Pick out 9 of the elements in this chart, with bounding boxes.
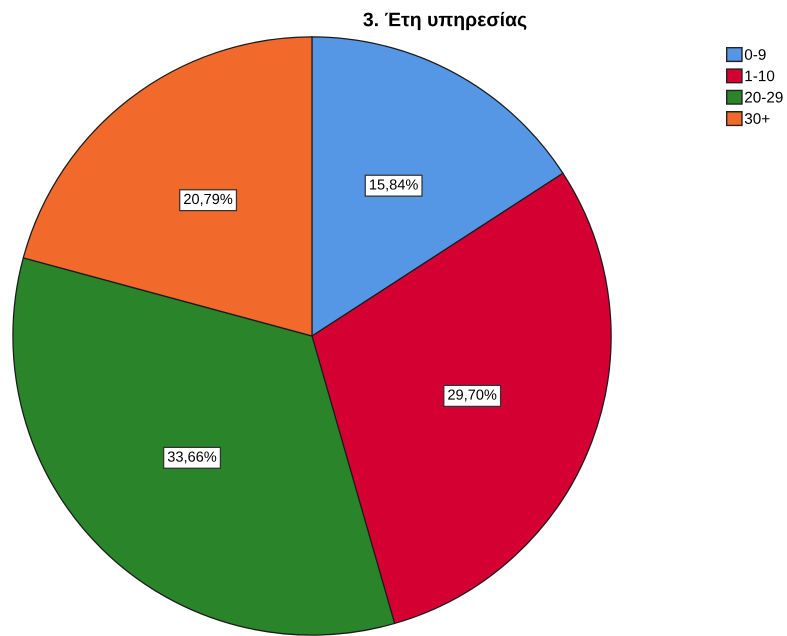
- data-label: 29,70%: [448, 389, 496, 402]
- chart-title: 3. Έτη υπηρεσίας: [363, 12, 526, 30]
- data-label: 33,66%: [168, 451, 216, 464]
- data-label: 15,84%: [370, 179, 418, 192]
- legend-label: 1-10: [745, 70, 774, 82]
- legend-label: 30+: [744, 113, 770, 124]
- legend-label: 0-9: [744, 49, 766, 60]
- legend-label: 20-29: [745, 92, 783, 103]
- data-label: 20,79%: [184, 194, 232, 206]
